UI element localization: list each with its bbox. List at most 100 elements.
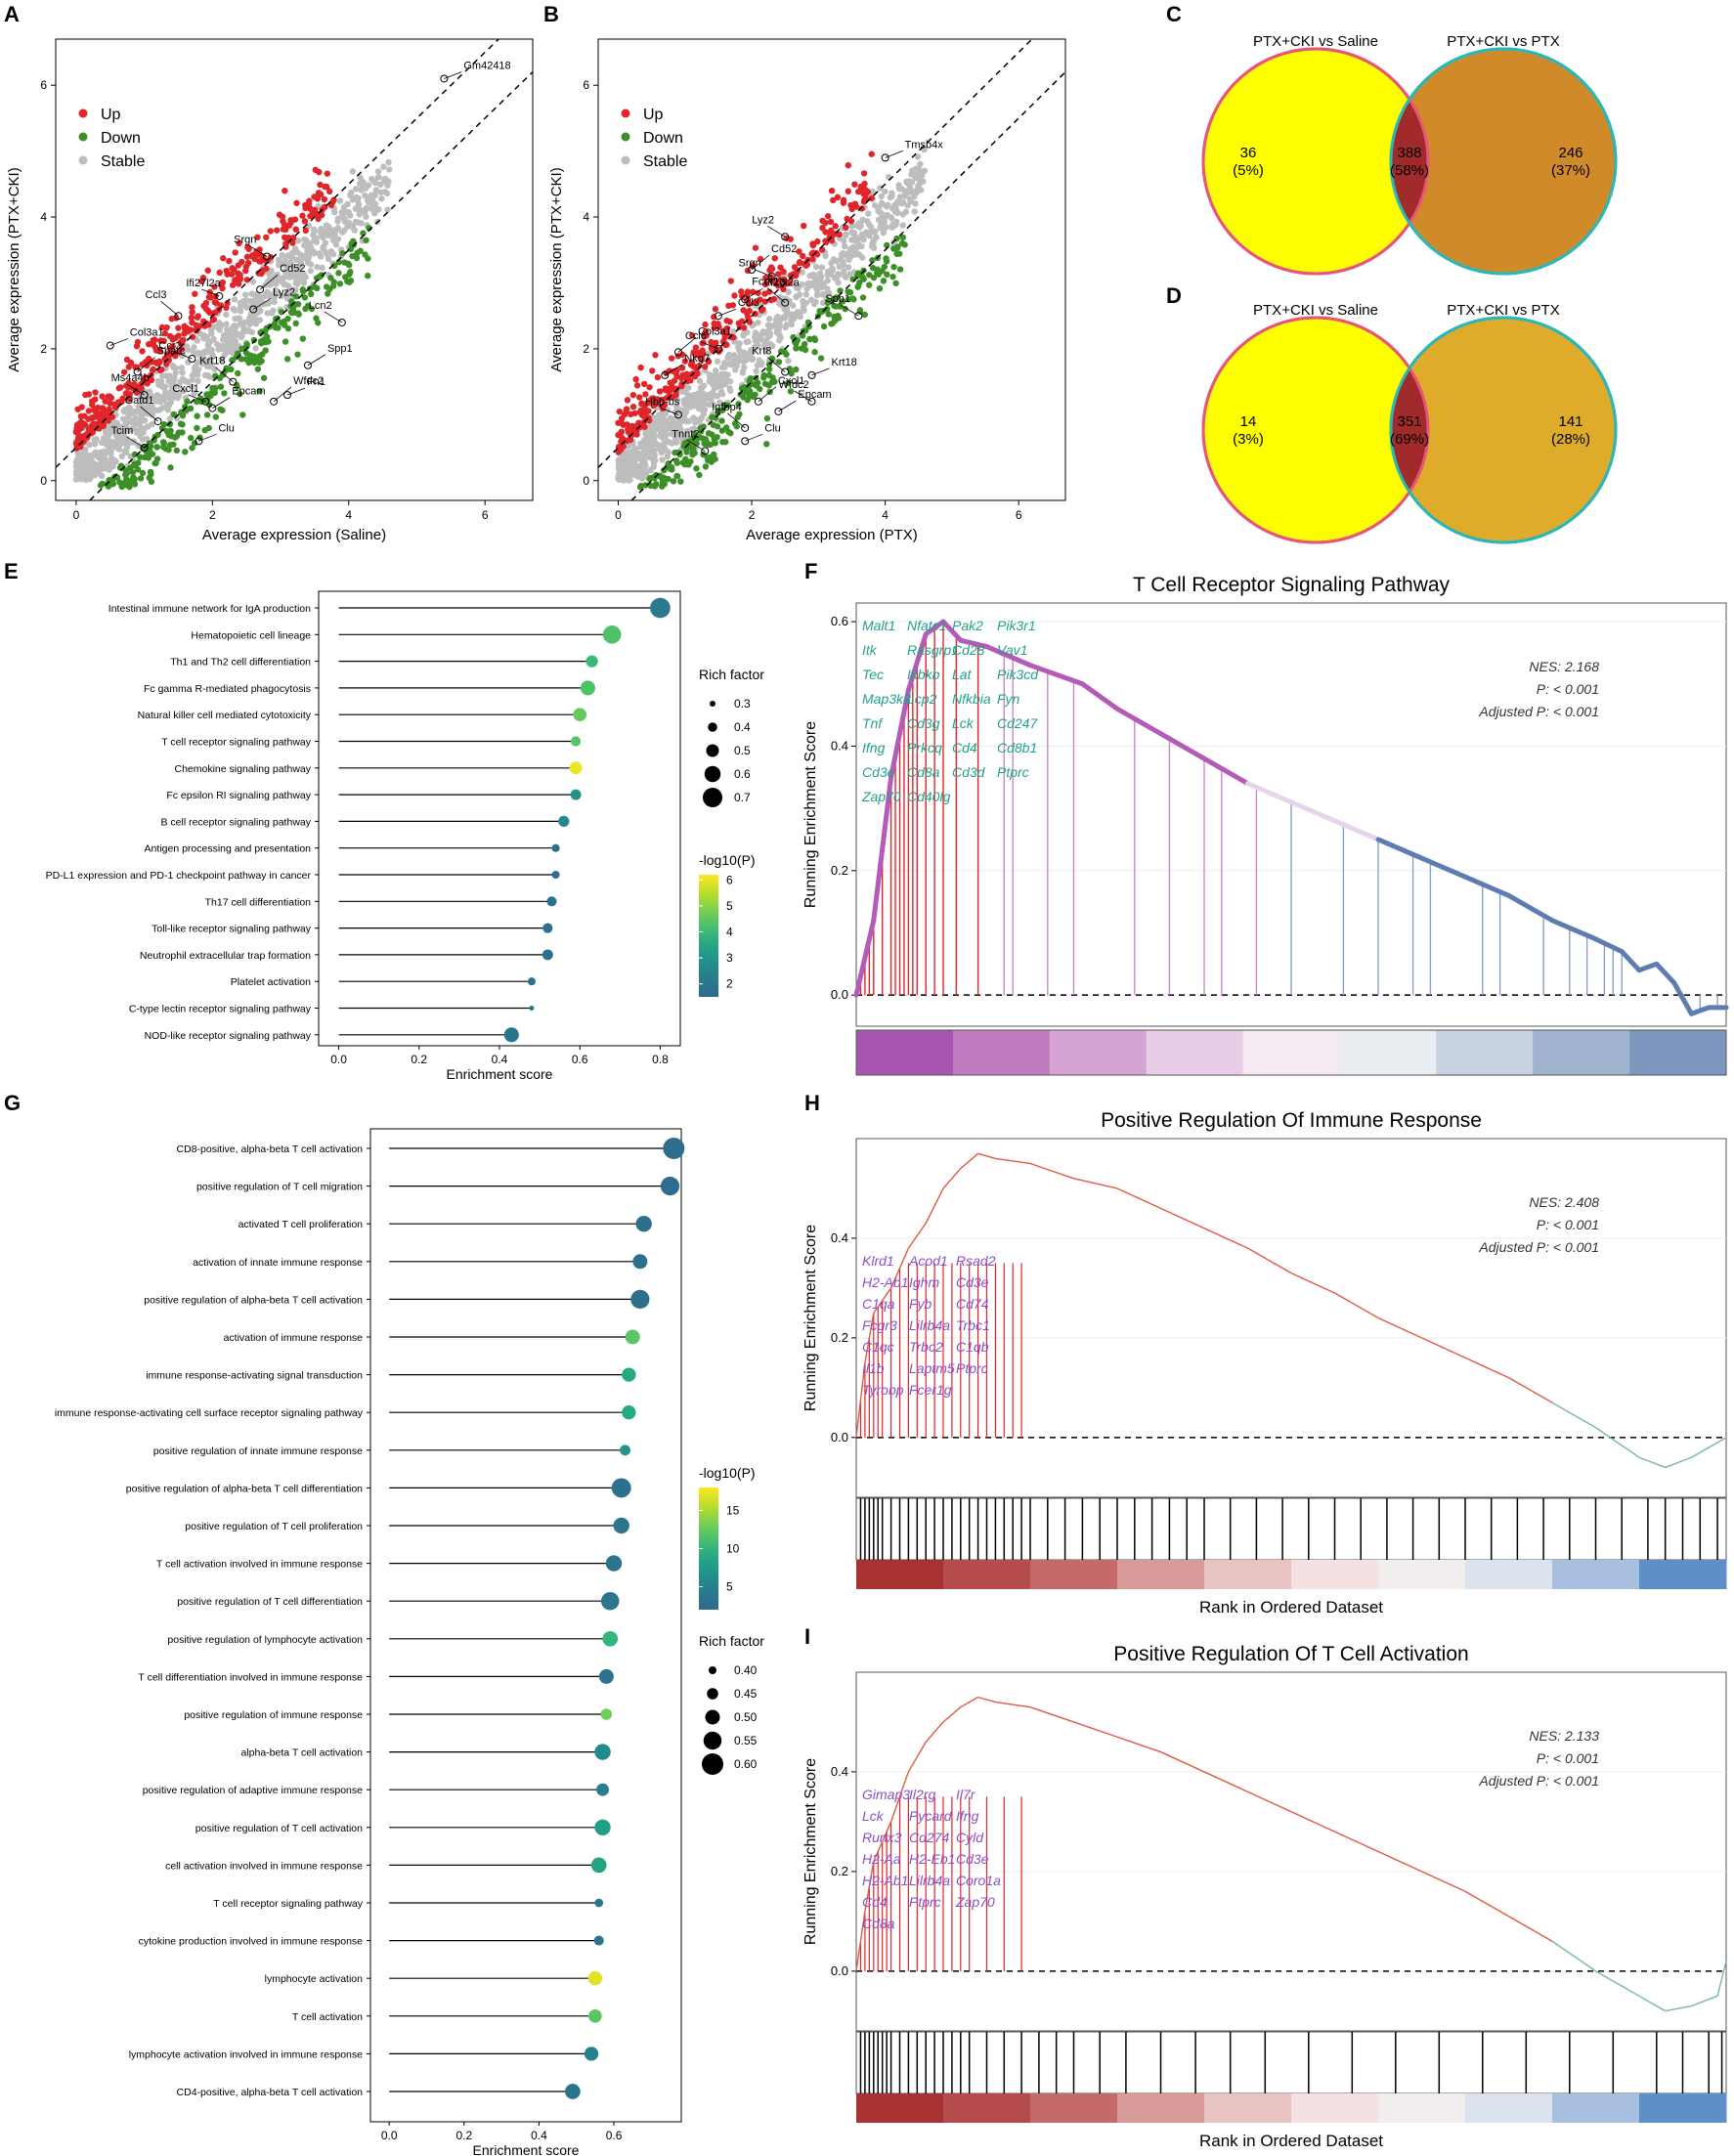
category-label: immune response-activating cell surface … [55, 1407, 364, 1419]
stable-point [330, 232, 337, 239]
rich-legend-dot [708, 722, 717, 732]
gene-label-leader [717, 308, 737, 317]
stable-point [283, 289, 290, 296]
stable-point [650, 452, 657, 459]
panel-letter-b: B [543, 2, 559, 26]
stable-point [197, 355, 204, 362]
gene-label: Cd8a [907, 764, 940, 780]
down-point [784, 379, 792, 387]
up-point [757, 296, 763, 303]
down-point [870, 274, 878, 281]
up-point [667, 379, 673, 386]
rich-legend-dot [703, 788, 722, 807]
gene-label-leader [745, 433, 763, 442]
stable-point [675, 420, 682, 427]
stable-point [350, 224, 357, 232]
down-point [823, 305, 831, 313]
gene-label: H2-Eb1 [909, 1851, 955, 1867]
gene-label: Nfkbia [952, 691, 991, 707]
rank-heat-cell [1049, 1030, 1148, 1075]
stable-point [834, 273, 842, 280]
category-label: positive regulation of immune response [184, 1709, 363, 1721]
stable-point [739, 367, 747, 374]
down-point [660, 474, 668, 481]
stable-point [895, 184, 903, 192]
rich-legend-label: 0.50 [734, 1710, 758, 1724]
category-label: T cell activation involved in immune res… [156, 1559, 363, 1571]
gene-label-leader [665, 364, 683, 376]
stable-point [783, 322, 791, 328]
enrichment-curve [889, 687, 911, 780]
gene-label: Lcn2 [309, 300, 332, 312]
down-point [202, 398, 209, 405]
gsea-title: Positive Regulation Of T Cell Activation [1113, 1643, 1468, 1665]
down-point [839, 298, 846, 305]
stable-point [352, 186, 360, 193]
labeled-gene-point [208, 404, 217, 412]
stable-point [674, 397, 681, 404]
labeled-gene-point [807, 397, 816, 406]
color-legend-label: 10 [726, 1542, 740, 1556]
stable-point [643, 452, 650, 459]
down-point [147, 443, 154, 450]
down-point [189, 445, 195, 452]
stable-point [156, 406, 164, 413]
gene-label: Cd4 [952, 740, 977, 755]
stable-point [619, 470, 626, 477]
stable-point [776, 337, 783, 344]
stable-point [323, 222, 330, 229]
down-point [783, 351, 790, 358]
stable-point [292, 248, 299, 255]
down-point [234, 353, 240, 361]
stable-point [86, 460, 94, 468]
stable-point [752, 329, 759, 336]
stable-point [692, 398, 700, 406]
up-point [860, 198, 868, 205]
enrichment-curve [1665, 2005, 1692, 2012]
x-axis-title: Enrichment score [473, 2142, 580, 2156]
stable-point [375, 206, 382, 213]
up-point [830, 196, 837, 204]
up-point [175, 324, 182, 331]
stable-point [920, 178, 927, 185]
enrichment-curve [1116, 1736, 1161, 1753]
enrichment-curve [958, 637, 989, 650]
up-point [289, 239, 296, 246]
stable-point [900, 193, 908, 199]
lollipop-dot [600, 1591, 620, 1611]
gene-label: Pycard [909, 1808, 953, 1824]
stable-point [888, 215, 895, 222]
category-label: T cell receptor signaling pathway [161, 737, 311, 749]
gene-label: Lck [952, 715, 975, 731]
x-axis-title: Average expression (Saline) [202, 527, 386, 543]
lollipop-dot [584, 2047, 599, 2061]
up-point [287, 216, 294, 224]
category-label: Intestinal immune network for IgA produc… [108, 603, 311, 615]
panel-letter-c: C [1166, 2, 1182, 26]
enrichment-curve [925, 1187, 944, 1224]
gene-label: Pak2 [952, 618, 983, 633]
lollipop-dot [529, 1006, 535, 1011]
down-point [828, 321, 835, 327]
up-point [90, 414, 97, 421]
stable-point [386, 166, 393, 173]
stable-point [119, 415, 127, 422]
stable-point [744, 329, 751, 336]
up-point [845, 188, 851, 194]
gene-label: Igfbp4 [712, 402, 742, 413]
rank-heat-cell [1242, 1030, 1340, 1075]
up-point [226, 257, 233, 265]
color-legend-label: 5 [726, 1580, 733, 1594]
up-point [822, 219, 829, 227]
stable-point [154, 377, 161, 385]
enrichment-curve [1377, 1850, 1422, 1873]
y-tick-label: 0.4 [831, 1230, 848, 1245]
color-legend-title: -log10(P) [699, 852, 756, 868]
color-legend-bar [699, 875, 718, 997]
stable-point [835, 279, 842, 286]
stable-point [625, 443, 632, 451]
x-axis-title: Average expression (PTX) [746, 527, 918, 543]
rich-legend-dot [703, 1731, 722, 1750]
rank-heat-cell [1204, 2093, 1292, 2123]
gene-label: Epcam [798, 389, 831, 401]
